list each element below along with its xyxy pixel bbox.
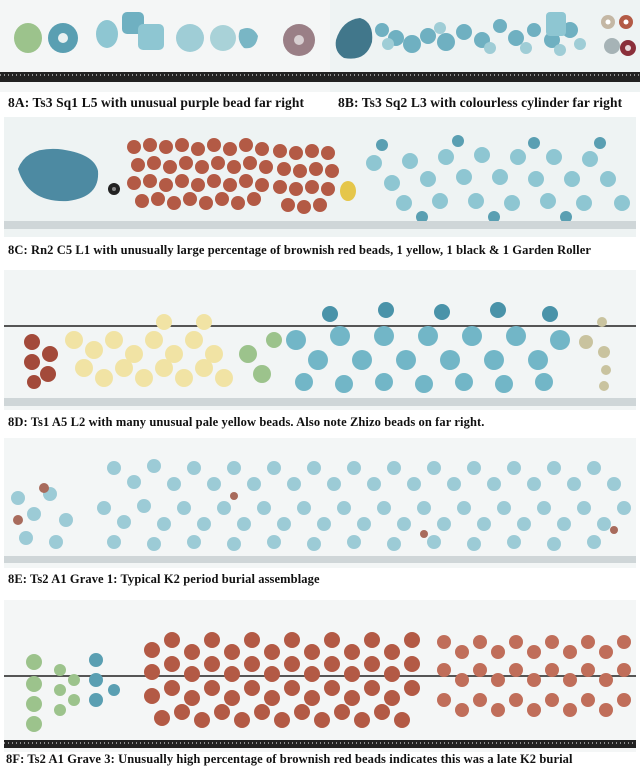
bead-blue-fragment	[238, 28, 258, 49]
photo-8b-beads	[330, 12, 640, 82]
photo-8d-beads	[4, 302, 636, 406]
bead-cluster-blue	[11, 459, 631, 551]
ruler	[330, 72, 640, 82]
photo-8a	[0, 0, 330, 92]
caption-8e: 8E: Ts2 A1 Grave 1: Typical K2 period bu…	[8, 572, 320, 586]
photo-8a-beads	[0, 12, 330, 82]
photo-8e-beads	[4, 459, 636, 563]
bead-green	[14, 23, 42, 53]
ruler	[4, 556, 636, 563]
bead-blue	[176, 24, 204, 52]
bead-blue	[96, 20, 118, 48]
ruler	[4, 398, 636, 406]
caption-8f: 8F: Ts2 A1 Grave 3: Unusually high perce…	[6, 752, 573, 766]
caption-8b: 8B: Ts3 Sq2 L3 with colourless cylinder …	[338, 95, 623, 110]
photo-8f-beads	[4, 632, 636, 748]
ruler	[4, 221, 636, 229]
bead-cluster-pale-yellow	[65, 314, 233, 387]
photo-8b	[330, 0, 640, 92]
bead-cluster-blue	[366, 147, 630, 211]
bead-large-blue-fragment	[335, 18, 373, 59]
bead-cluster-red	[24, 334, 58, 389]
photo-8d	[4, 270, 636, 410]
ruler	[0, 72, 330, 82]
photo-8e	[4, 438, 636, 568]
bead-cluster-zhizo	[579, 317, 611, 391]
bead-blue-cylinder	[546, 12, 566, 36]
photo-8c-beads	[4, 135, 636, 229]
bead-cluster-blue	[286, 326, 570, 393]
caption-8a-label: 8A: Ts3 Sq1 L5 with unusual purple bead …	[8, 95, 305, 110]
photo-8f	[4, 600, 636, 752]
caption-8d: 8D: Ts1 A5 L2 with many unusual pale yel…	[8, 415, 485, 429]
bead-cluster-red	[127, 138, 339, 214]
ruler	[4, 740, 636, 748]
caption-8c: 8C: Rn2 C5 L1 with unusually large perce…	[8, 243, 591, 257]
photo-8c	[4, 117, 636, 237]
bead-garden-roller	[18, 148, 99, 202]
bead-yellow	[340, 181, 356, 201]
bead-cluster-red	[144, 632, 420, 728]
